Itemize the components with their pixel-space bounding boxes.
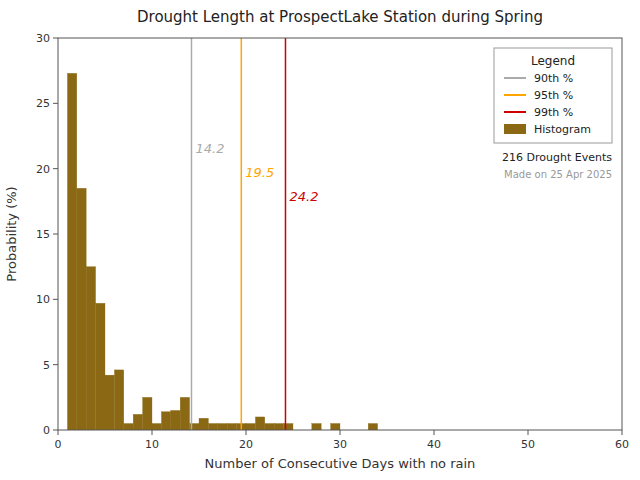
y-tick — [53, 168, 58, 169]
histogram-bar — [114, 370, 123, 430]
y-tick — [53, 364, 58, 365]
histogram-bar — [208, 423, 217, 430]
data-labels: 14.2 19.5 24.2 — [195, 141, 318, 204]
legend-swatch — [504, 77, 526, 79]
percentile-line — [285, 38, 287, 430]
histogram-bar — [218, 423, 227, 430]
x-tick-label: 60 — [615, 438, 629, 451]
histogram-bar — [67, 73, 76, 430]
histogram-bar — [331, 423, 340, 430]
histogram-bar — [143, 397, 152, 430]
legend-entry: 99th % — [534, 106, 573, 119]
legend-title: Legend — [531, 54, 575, 68]
histogram-bar — [274, 423, 283, 430]
percentile-label: 24.2 — [289, 189, 318, 204]
x-axis-label: Number of Consecutive Days with no rain — [205, 456, 476, 471]
y-tick-label: 20 — [36, 163, 50, 176]
histogram — [67, 73, 377, 430]
axes: 0 10 20 30 40 50 60 0 5 10 15 20 25 30 — [36, 32, 629, 451]
histogram-bar — [255, 417, 264, 430]
x-tick-label: 20 — [239, 438, 253, 451]
x-tick — [58, 430, 59, 435]
percentile-line — [241, 38, 243, 430]
percentile-label: 19.5 — [245, 165, 274, 180]
y-tick — [53, 234, 58, 235]
x-tick — [434, 430, 435, 435]
legend-entry: 95th % — [534, 89, 573, 102]
histogram-bar — [124, 423, 133, 430]
legend: Legend 90th % 95th % 99th % Histogram — [494, 48, 612, 143]
percentile-label: 14.2 — [195, 141, 224, 156]
histogram-bar — [227, 423, 236, 430]
histogram-bar — [152, 423, 161, 430]
histogram-bar — [133, 414, 142, 430]
background — [0, 0, 640, 480]
legend-swatch — [504, 94, 526, 96]
y-tick — [53, 430, 58, 431]
y-tick-label: 25 — [36, 97, 50, 110]
y-tick-label: 5 — [43, 359, 50, 372]
y-tick — [53, 299, 58, 300]
histogram-bar — [96, 303, 105, 430]
histogram-bar — [171, 410, 180, 430]
annotation: 216 Drought Events — [502, 151, 612, 164]
x-tick-label: 0 — [55, 438, 62, 451]
x-tick — [622, 430, 623, 435]
percentile-line — [191, 38, 193, 430]
histogram-bar — [77, 188, 86, 430]
annotation: Made on 25 Apr 2025 — [504, 169, 612, 180]
x-tick-label: 50 — [521, 438, 535, 451]
histogram-bar — [265, 423, 274, 430]
chart: Drought Length at ProspectLake Station d… — [0, 0, 640, 480]
y-tick-label: 30 — [36, 32, 50, 45]
y-tick-label: 0 — [43, 424, 50, 437]
plot-frame — [58, 38, 622, 430]
histogram-bar — [246, 423, 255, 430]
y-tick — [53, 38, 58, 39]
x-tick — [152, 430, 153, 435]
x-tick-label: 30 — [333, 438, 347, 451]
legend-swatch — [504, 124, 526, 134]
histogram-bar — [368, 423, 377, 430]
y-tick — [53, 103, 58, 104]
plot-area — [67, 38, 377, 430]
histogram-bar — [161, 412, 170, 430]
x-tick — [340, 430, 341, 435]
histogram-bar — [199, 418, 208, 430]
histogram-bar — [86, 267, 95, 430]
y-tick-label: 15 — [36, 228, 50, 241]
x-tick — [246, 430, 247, 435]
legend-swatch — [504, 111, 526, 113]
legend-entry: 90th % — [534, 72, 573, 85]
histogram-bar — [180, 397, 189, 430]
x-tick-label: 40 — [427, 438, 441, 451]
x-tick — [528, 430, 529, 435]
legend-box — [494, 48, 612, 143]
histogram-bar — [105, 375, 114, 430]
y-axis-label: Probability (%) — [4, 186, 19, 281]
legend-entry: Histogram — [534, 123, 591, 136]
title: Drought Length at ProspectLake Station d… — [137, 8, 543, 26]
y-tick-label: 10 — [36, 293, 50, 306]
x-tick-label: 10 — [145, 438, 159, 451]
histogram-bar — [312, 423, 321, 430]
